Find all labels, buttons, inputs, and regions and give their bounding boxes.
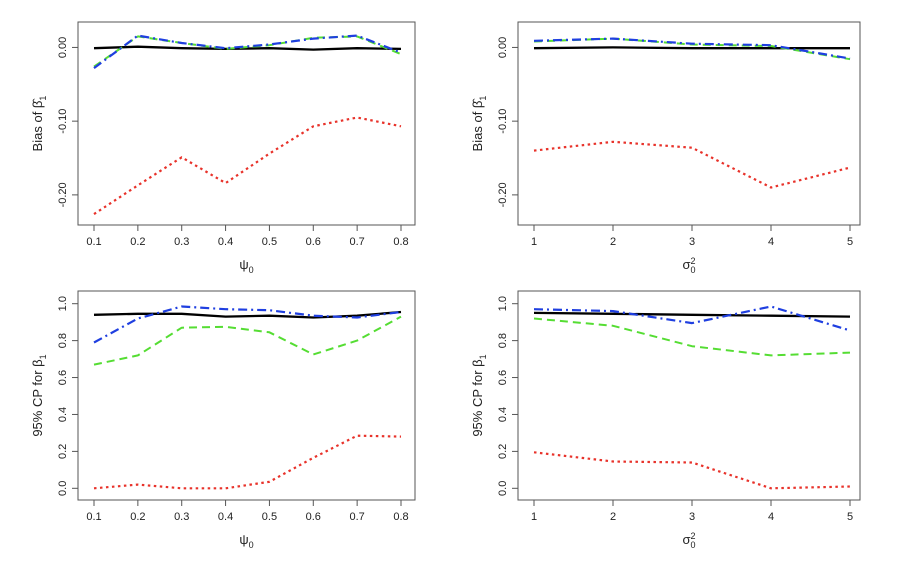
x-tick-label: 3 — [689, 236, 695, 248]
x-axis-title: σ2 0 — [682, 256, 695, 275]
x-tick-label: 1 — [531, 236, 537, 248]
series-line-black — [533, 46, 850, 50]
chart-panel-1: 0.1 0.2 0.3 0.4 0.5 0.6 0.7 0.8 0.00 -0.10 -0.20 ψ0… — [30, 21, 416, 275]
y-axis-title: 95% CP for β1 — [470, 354, 488, 436]
plot-frame — [77, 290, 416, 501]
x-tick-label: 0.3 — [174, 236, 189, 248]
y-tick-label: 0.0 — [497, 481, 509, 496]
x-tick-label: 0.8 — [393, 511, 408, 523]
x-tick-label: 4 — [768, 236, 774, 248]
series-line-blue — [533, 305, 851, 332]
series-line-green — [93, 35, 402, 68]
x-tick-label: 5 — [847, 511, 853, 523]
y-tick-label: 0.2 — [57, 444, 69, 459]
y-tick-label: -0.10 — [497, 109, 509, 134]
plot-frame — [517, 21, 861, 226]
x-tick-label: 0.7 — [349, 236, 364, 248]
y-tick-label: 0.00 — [57, 37, 69, 58]
y-tick-label: -0.20 — [57, 182, 69, 207]
series-line-black — [93, 310, 402, 319]
x-axis-title: ψ0 — [239, 257, 253, 275]
series-line-red — [93, 116, 402, 216]
x-tick-label: 0.5 — [262, 511, 277, 523]
series-line-blue — [93, 305, 402, 344]
chart-panel-2: 1 2 3 4 5 0.00 -0.10 -0.20 σ2 0 Bias of β̂1 — [470, 21, 861, 275]
series-line-black — [533, 311, 851, 318]
y-tick-label: 0.8 — [497, 333, 509, 348]
plot-frame — [517, 290, 861, 501]
x-tick-label: 0.1 — [86, 236, 101, 248]
chart-panel-4: 1 2 3 4 5 0.0 0.2 0.4 0.6 0.8 1.0 σ2 0 95% CP for β1 — [470, 290, 861, 550]
series-line-black — [93, 45, 402, 51]
series-line-blue — [93, 34, 402, 69]
x-tick-label: 0.4 — [218, 511, 233, 523]
x-axis-title: σ2 0 — [682, 531, 695, 550]
x-tick-label: 0.1 — [86, 511, 101, 523]
x-tick-label: 2 — [610, 511, 616, 523]
x-tick-label: 4 — [768, 511, 774, 523]
y-tick-label: -0.10 — [57, 109, 69, 134]
x-tick-label: 0.2 — [130, 511, 145, 523]
series-line-green — [93, 315, 402, 366]
y-tick-label: -0.20 — [497, 182, 509, 207]
series-line-red — [533, 451, 851, 490]
x-tick-label: 5 — [847, 236, 853, 248]
y-axis-title: 95% CP for β1 — [30, 354, 48, 436]
x-tick-label: 0.5 — [262, 236, 277, 248]
series-line-blue — [533, 37, 851, 60]
y-tick-label: 0.0 — [57, 481, 69, 496]
y-tick-label: 0.6 — [497, 370, 509, 385]
y-axis-title: Bias of β̂1 — [470, 96, 488, 152]
y-axis-title: Bias of β̂1 — [30, 96, 48, 152]
x-tick-label: 2 — [610, 236, 616, 248]
series-line-green — [533, 317, 851, 357]
x-tick-label: 3 — [689, 511, 695, 523]
x-tick-label: 0.2 — [130, 236, 145, 248]
chart-panel-3: 0.1 0.2 0.3 0.4 0.5 0.6 0.7 0.8 0.0 0.2 0.4 0.6 0.8 1… — [30, 290, 416, 550]
x-tick-label: 0.6 — [306, 511, 321, 523]
y-tick-label: 0.2 — [497, 444, 509, 459]
y-tick-label: 0.8 — [57, 333, 69, 348]
y-tick-label: 1.0 — [497, 296, 509, 311]
plot-frame — [77, 21, 416, 226]
x-tick-label: 0.4 — [218, 236, 233, 248]
y-tick-label: 0.00 — [497, 37, 509, 58]
series-line-red — [533, 140, 851, 189]
y-tick-label: 1.0 — [57, 296, 69, 311]
x-tick-label: 0.7 — [349, 511, 364, 523]
y-tick-label: 0.4 — [497, 407, 509, 422]
series-line-red — [93, 434, 402, 490]
x-tick-label: 0.8 — [393, 236, 408, 248]
x-tick-label: 0.3 — [174, 511, 189, 523]
x-tick-label: 1 — [531, 511, 537, 523]
y-tick-label: 0.4 — [57, 407, 69, 422]
y-tick-label: 0.6 — [57, 370, 69, 385]
x-tick-label: 0.6 — [306, 236, 321, 248]
x-axis-title: ψ0 — [239, 532, 253, 550]
